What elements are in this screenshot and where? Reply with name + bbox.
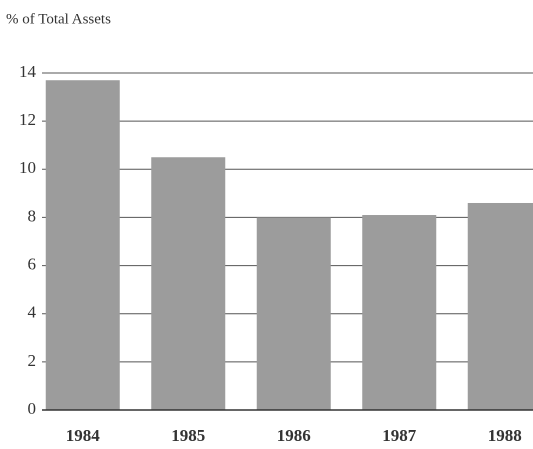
chart-title: % of Total Assets xyxy=(6,11,111,27)
x-tick-label: 1985 xyxy=(171,426,205,445)
y-tick-label: 6 xyxy=(28,254,37,273)
bar xyxy=(362,215,437,410)
y-tick-label: 10 xyxy=(19,158,36,177)
y-tick-label: 14 xyxy=(19,62,37,81)
bar xyxy=(256,217,331,410)
y-tick-label: 12 xyxy=(19,110,36,129)
x-tick-label: 1987 xyxy=(382,426,417,445)
x-tick-label: 1984 xyxy=(66,426,101,445)
y-tick-label: 4 xyxy=(28,303,37,322)
y-tick-label: 0 xyxy=(28,399,37,418)
bar xyxy=(45,80,120,410)
x-tick-label: 1988 xyxy=(488,426,522,445)
bar xyxy=(151,157,226,410)
y-tick-label: 8 xyxy=(28,206,37,225)
x-tick-label: 1986 xyxy=(277,426,311,445)
bar xyxy=(467,202,533,410)
y-tick-label: 2 xyxy=(28,351,37,370)
